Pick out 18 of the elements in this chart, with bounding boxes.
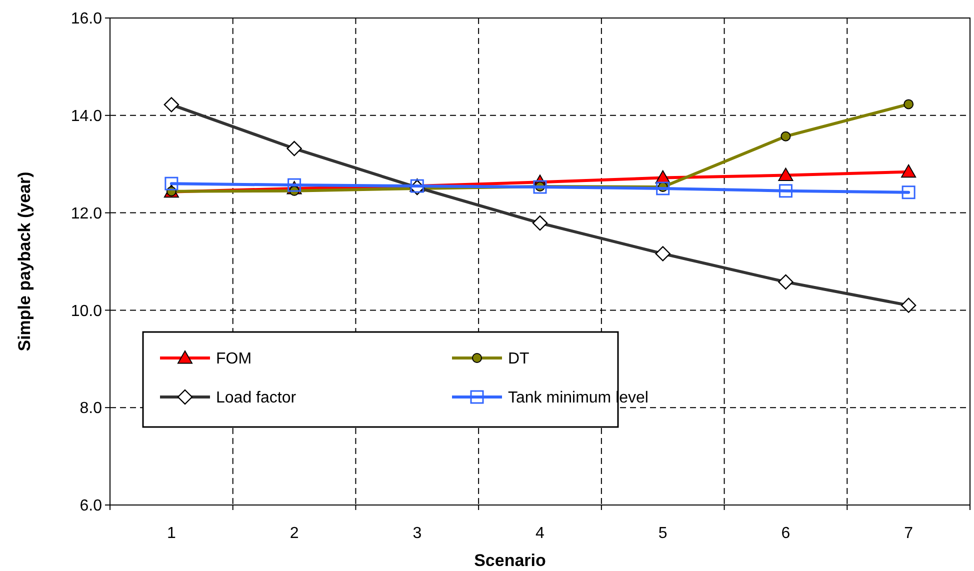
- x-tick-label: 5: [658, 525, 668, 542]
- x-tick-label: 7: [904, 525, 914, 542]
- x-axis-title: Scenario: [474, 551, 546, 570]
- y-axis-title: Simple payback (year): [15, 172, 34, 352]
- x-tick-label: 2: [290, 525, 299, 542]
- y-tick-label: 12.0: [70, 205, 102, 222]
- legend-label: FOM: [216, 350, 252, 368]
- y-tick-label: 8.0: [80, 400, 102, 418]
- x-tick-label: 3: [412, 525, 422, 542]
- x-tick-label: 6: [781, 525, 790, 542]
- legend-label: DT: [508, 350, 530, 368]
- x-tick-label: 4: [536, 525, 545, 542]
- x-tick-label: 1: [166, 525, 176, 542]
- y-tick-label: 6.0: [80, 498, 102, 515]
- y-tick-label: 10.0: [70, 302, 102, 320]
- y-tick-label: 16.0: [70, 10, 102, 28]
- legend-label: Load factor: [216, 390, 297, 407]
- y-tick-label: 14.0: [70, 108, 102, 125]
